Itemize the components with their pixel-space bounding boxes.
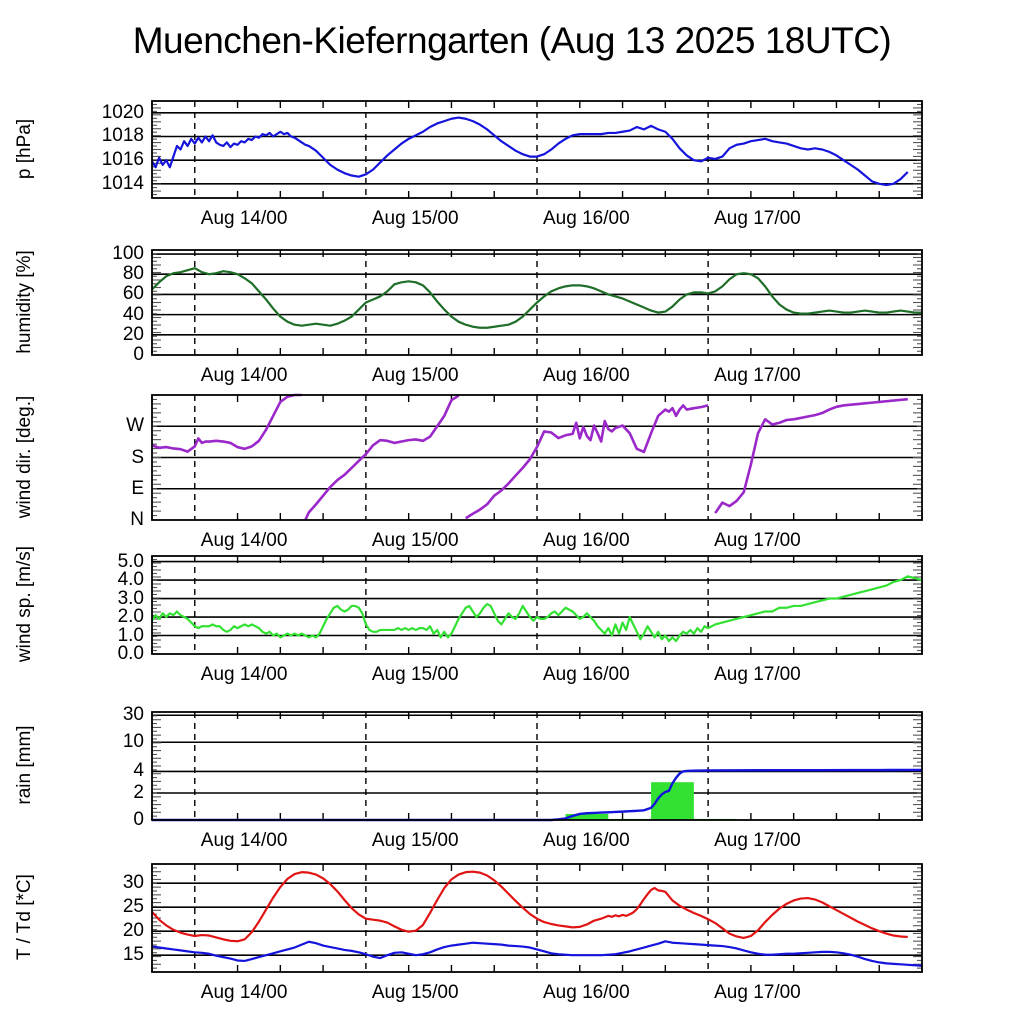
y-tick-label: 0.0 bbox=[117, 643, 144, 664]
plot-frame bbox=[151, 555, 923, 655]
y-tick-label: 10 bbox=[122, 731, 144, 753]
rain-bar bbox=[693, 818, 737, 820]
y-tick-label: 20 bbox=[122, 920, 144, 942]
x-tick-label: Aug 14/00 bbox=[200, 830, 288, 851]
plot-frame bbox=[151, 100, 923, 199]
y-tick-label: 0 bbox=[133, 809, 144, 830]
y-tick-label: 60 bbox=[122, 283, 144, 305]
y-tick-label: 0 bbox=[133, 344, 144, 365]
y-tick-label: 1018 bbox=[101, 125, 144, 147]
x-tick-label: Aug 15/00 bbox=[371, 530, 459, 551]
y-tick-label: 3.0 bbox=[117, 587, 144, 609]
x-tick-label: Aug 15/00 bbox=[371, 365, 459, 386]
rain-bar bbox=[565, 813, 609, 820]
y-tick-label: E bbox=[131, 477, 144, 499]
x-tick-label: Aug 14/00 bbox=[200, 530, 288, 551]
y-tick-label: 5.0 bbox=[117, 550, 144, 572]
y-tick-label: 40 bbox=[122, 303, 144, 325]
y-tick-label: 30 bbox=[122, 704, 144, 726]
x-tick-label: Aug 16/00 bbox=[543, 830, 630, 851]
y-tick-label: 2 bbox=[133, 782, 144, 803]
x-tick-label: Aug 14/00 bbox=[200, 664, 288, 685]
x-tick-label: Aug 16/00 bbox=[543, 365, 630, 386]
x-tick-label: Aug 14/00 bbox=[200, 365, 288, 386]
y-tick-label: 4.0 bbox=[117, 569, 144, 591]
y-tick-label: 20 bbox=[122, 323, 144, 345]
plot-frame bbox=[151, 249, 923, 356]
x-tick-label: Aug 15/00 bbox=[371, 664, 459, 685]
y-axis-title-wind_speed: wind sp. [m/s] bbox=[14, 545, 35, 663]
x-tick-label: Aug 16/00 bbox=[543, 664, 630, 685]
y-tick-label: 80 bbox=[122, 263, 144, 285]
y-tick-label: 1.0 bbox=[117, 624, 144, 646]
y-axis-title-temperature_dewpoint: T / Td [*C] bbox=[14, 874, 35, 960]
y-tick-label: 30 bbox=[122, 872, 144, 894]
y-tick-label: 15 bbox=[122, 944, 144, 966]
x-tick-label: Aug 16/00 bbox=[543, 530, 630, 551]
x-tick-label: Aug 17/00 bbox=[714, 365, 801, 386]
rain-cumulative-line bbox=[152, 768, 922, 822]
y-tick-label: W bbox=[126, 415, 144, 437]
x-tick-label: Aug 14/00 bbox=[200, 208, 288, 229]
x-tick-label: Aug 17/00 bbox=[714, 530, 801, 551]
x-tick-label: Aug 16/00 bbox=[543, 982, 630, 1003]
x-tick-label: Aug 15/00 bbox=[371, 982, 459, 1003]
rain-bar bbox=[651, 782, 694, 820]
plot-frame bbox=[151, 711, 923, 821]
y-tick-label: 1016 bbox=[101, 149, 144, 171]
x-tick-label: Aug 15/00 bbox=[371, 208, 459, 229]
x-tick-label: Aug 14/00 bbox=[200, 982, 288, 1003]
x-tick-label: Aug 17/00 bbox=[714, 982, 801, 1003]
y-tick-label: 4 bbox=[133, 760, 144, 782]
x-tick-label: Aug 17/00 bbox=[714, 208, 801, 229]
y-tick-label: 25 bbox=[122, 896, 144, 918]
x-tick-label: Aug 17/00 bbox=[714, 830, 801, 851]
y-tick-label: N bbox=[130, 509, 144, 530]
y-axis-title-humidity: humidity [%] bbox=[14, 249, 35, 354]
rain-bar bbox=[608, 818, 652, 820]
y-axis-title-pressure: p [hPa] bbox=[14, 118, 35, 179]
series-ff bbox=[151, 575, 923, 643]
series-T bbox=[151, 870, 908, 943]
series-Td bbox=[151, 940, 923, 967]
x-tick-label: Aug 17/00 bbox=[714, 664, 801, 685]
series-p bbox=[151, 116, 909, 187]
y-axis-title-rain: rain [mm] bbox=[14, 725, 35, 805]
y-tick-label: 100 bbox=[112, 243, 144, 265]
y-tick-label: 1014 bbox=[101, 172, 144, 194]
x-tick-label: Aug 16/00 bbox=[543, 208, 630, 229]
x-tick-label: Aug 15/00 bbox=[371, 830, 459, 851]
page-title: Muenchen-Kieferngarten (Aug 13 2025 18UT… bbox=[132, 20, 892, 61]
y-tick-label: 1020 bbox=[101, 101, 144, 123]
plot-frame bbox=[151, 863, 923, 973]
series-rh bbox=[151, 267, 922, 329]
y-axis-title-wind_direction: wind dir. [deg.] bbox=[14, 395, 35, 518]
y-tick-label: 2.0 bbox=[117, 606, 144, 628]
series-dd bbox=[151, 393, 908, 521]
plot-frame bbox=[151, 394, 923, 521]
y-tick-label: S bbox=[131, 446, 144, 468]
